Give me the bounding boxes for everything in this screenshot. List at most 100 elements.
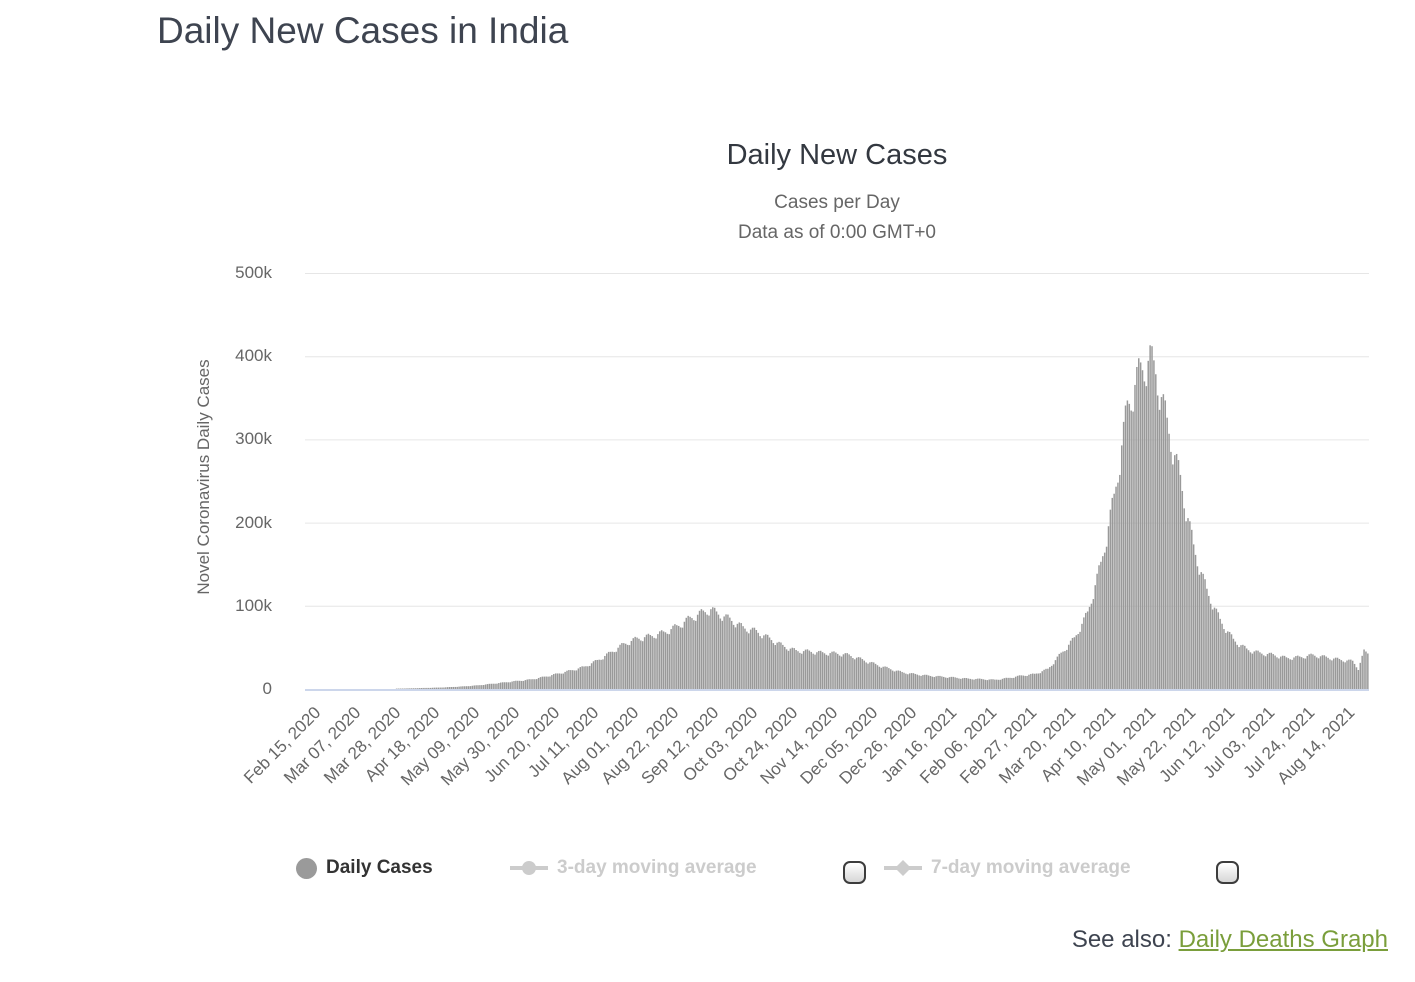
daily-cases-bar (1340, 660, 1343, 689)
daily-cases-bar (642, 641, 644, 689)
daily-cases-bar (838, 655, 841, 689)
daily-cases-bar (636, 637, 638, 689)
daily-cases-bar (812, 653, 814, 689)
daily-cases-bar (670, 629, 672, 689)
daily-cases-bar (1037, 673, 1040, 689)
daily-cases-bar (1098, 565, 1100, 689)
daily-cases-bar (1014, 676, 1017, 689)
daily-cases-bar (679, 627, 682, 689)
daily-cases-bar (549, 676, 551, 689)
daily-cases-bar (1018, 675, 1021, 689)
daily-cases-bar (1350, 659, 1352, 689)
daily-cases-bar (977, 678, 979, 689)
y-axis-title: Novel Coronavirus Daily Cases (194, 359, 213, 595)
daily-cases-bar (967, 678, 970, 689)
daily-cases-bar (418, 688, 421, 689)
daily-cases-bar (774, 645, 776, 689)
daily-cases-bar (1215, 608, 1218, 689)
daily-cases-bar (1141, 370, 1144, 689)
daily-cases-bar (645, 634, 648, 689)
daily-cases-bar (1136, 366, 1138, 689)
daily-cases-bar (908, 673, 911, 689)
daily-cases-bar (640, 640, 642, 689)
daily-cases-bar (1026, 675, 1028, 689)
daily-cases-bar (520, 680, 523, 689)
daily-cases-bar (751, 627, 754, 689)
daily-cases-bar (1351, 660, 1354, 689)
daily-cases-bar (1172, 464, 1174, 689)
daily-cases-bar (952, 676, 954, 689)
daily-cases-bar (534, 679, 536, 689)
daily-cases-bar (528, 679, 530, 689)
daily-cases-bar (1090, 603, 1093, 689)
daily-cases-bar (1138, 358, 1140, 689)
daily-cases-bar (1124, 405, 1127, 689)
daily-cases-bar (922, 675, 924, 689)
daily-cases-bar (691, 618, 693, 689)
daily-cases-bar (1298, 656, 1301, 689)
daily-cases-marker-icon (296, 857, 317, 879)
daily-cases-bar (1062, 651, 1064, 689)
daily-cases-bar (1327, 657, 1329, 689)
daily-cases-bar (439, 687, 441, 689)
daily-cases-bar (1117, 482, 1119, 689)
daily-cases-bar (696, 614, 699, 689)
daily-cases-bar (831, 651, 833, 689)
daily-cases-bar (721, 620, 723, 689)
legend-label-3day-avg: 3-day moving average (557, 857, 757, 878)
daily-cases-bar (1081, 623, 1083, 689)
daily-cases-bar (524, 680, 527, 689)
daily-cases-bar (668, 634, 670, 689)
daily-cases-bar (808, 650, 811, 689)
daily-cases-bar (833, 651, 835, 689)
chart-subtitle-line1: Cases per Day (774, 192, 900, 213)
daily-cases-bar (874, 663, 877, 689)
daily-cases-bar (1211, 609, 1214, 689)
daily-cases-bar (1009, 677, 1011, 689)
checkbox-3day-avg[interactable] (843, 861, 866, 884)
daily-cases-bar (1189, 521, 1191, 689)
daily-cases-bar (653, 637, 655, 689)
daily-cases-bar (1361, 655, 1363, 689)
legend-item-daily-cases[interactable]: Daily Cases (296, 857, 433, 879)
daily-cases-bar (685, 617, 688, 689)
daily-cases-bar (816, 652, 818, 689)
legend-item-7day-avg[interactable]: 7-day moving average (884, 857, 1131, 879)
daily-cases-bar (950, 676, 953, 689)
daily-cases-bar (560, 673, 563, 689)
checkbox-7day-avg[interactable] (1216, 861, 1239, 884)
daily-cases-bar (511, 681, 513, 689)
daily-cases-bar (484, 684, 487, 689)
daily-cases-bar (818, 650, 820, 689)
daily-cases-bar (553, 674, 555, 689)
daily-cases-bar (426, 687, 428, 689)
daily-cases-bar (558, 673, 561, 689)
legend-label-daily-cases: Daily Cases (326, 857, 433, 878)
daily-cases-bar (835, 652, 837, 689)
legend-item-3day-avg[interactable]: 3-day moving average (510, 857, 757, 879)
daily-cases-bar (1223, 629, 1225, 689)
daily-cases-bar (1289, 659, 1291, 689)
daily-cases-bar (814, 654, 816, 689)
daily-cases-bar (1266, 654, 1269, 689)
daily-cases-bar (1073, 637, 1076, 689)
daily-cases-bar (920, 675, 922, 689)
daily-cases-bar (1348, 659, 1350, 689)
daily-cases-bar (1151, 346, 1153, 689)
daily-cases-bar (960, 678, 962, 689)
daily-deaths-link[interactable]: Daily Deaths Graph (1178, 926, 1388, 953)
daily-cases-bar (492, 683, 494, 689)
daily-cases-bar (1196, 566, 1199, 689)
daily-cases-bar (859, 657, 862, 689)
daily-cases-bar (1177, 460, 1180, 689)
daily-cases-bar (518, 680, 521, 689)
daily-cases-bar (1064, 651, 1066, 689)
see-also: See also: Daily Deaths Graph (1072, 926, 1388, 954)
daily-cases-bar (986, 680, 989, 689)
daily-cases-bar (1085, 612, 1087, 689)
daily-cases-bar (766, 634, 769, 689)
daily-cases-bar (958, 678, 960, 689)
page-title: Daily New Cases in India (157, 10, 569, 51)
daily-cases-bar (778, 641, 780, 689)
daily-cases-bar (1047, 668, 1049, 689)
